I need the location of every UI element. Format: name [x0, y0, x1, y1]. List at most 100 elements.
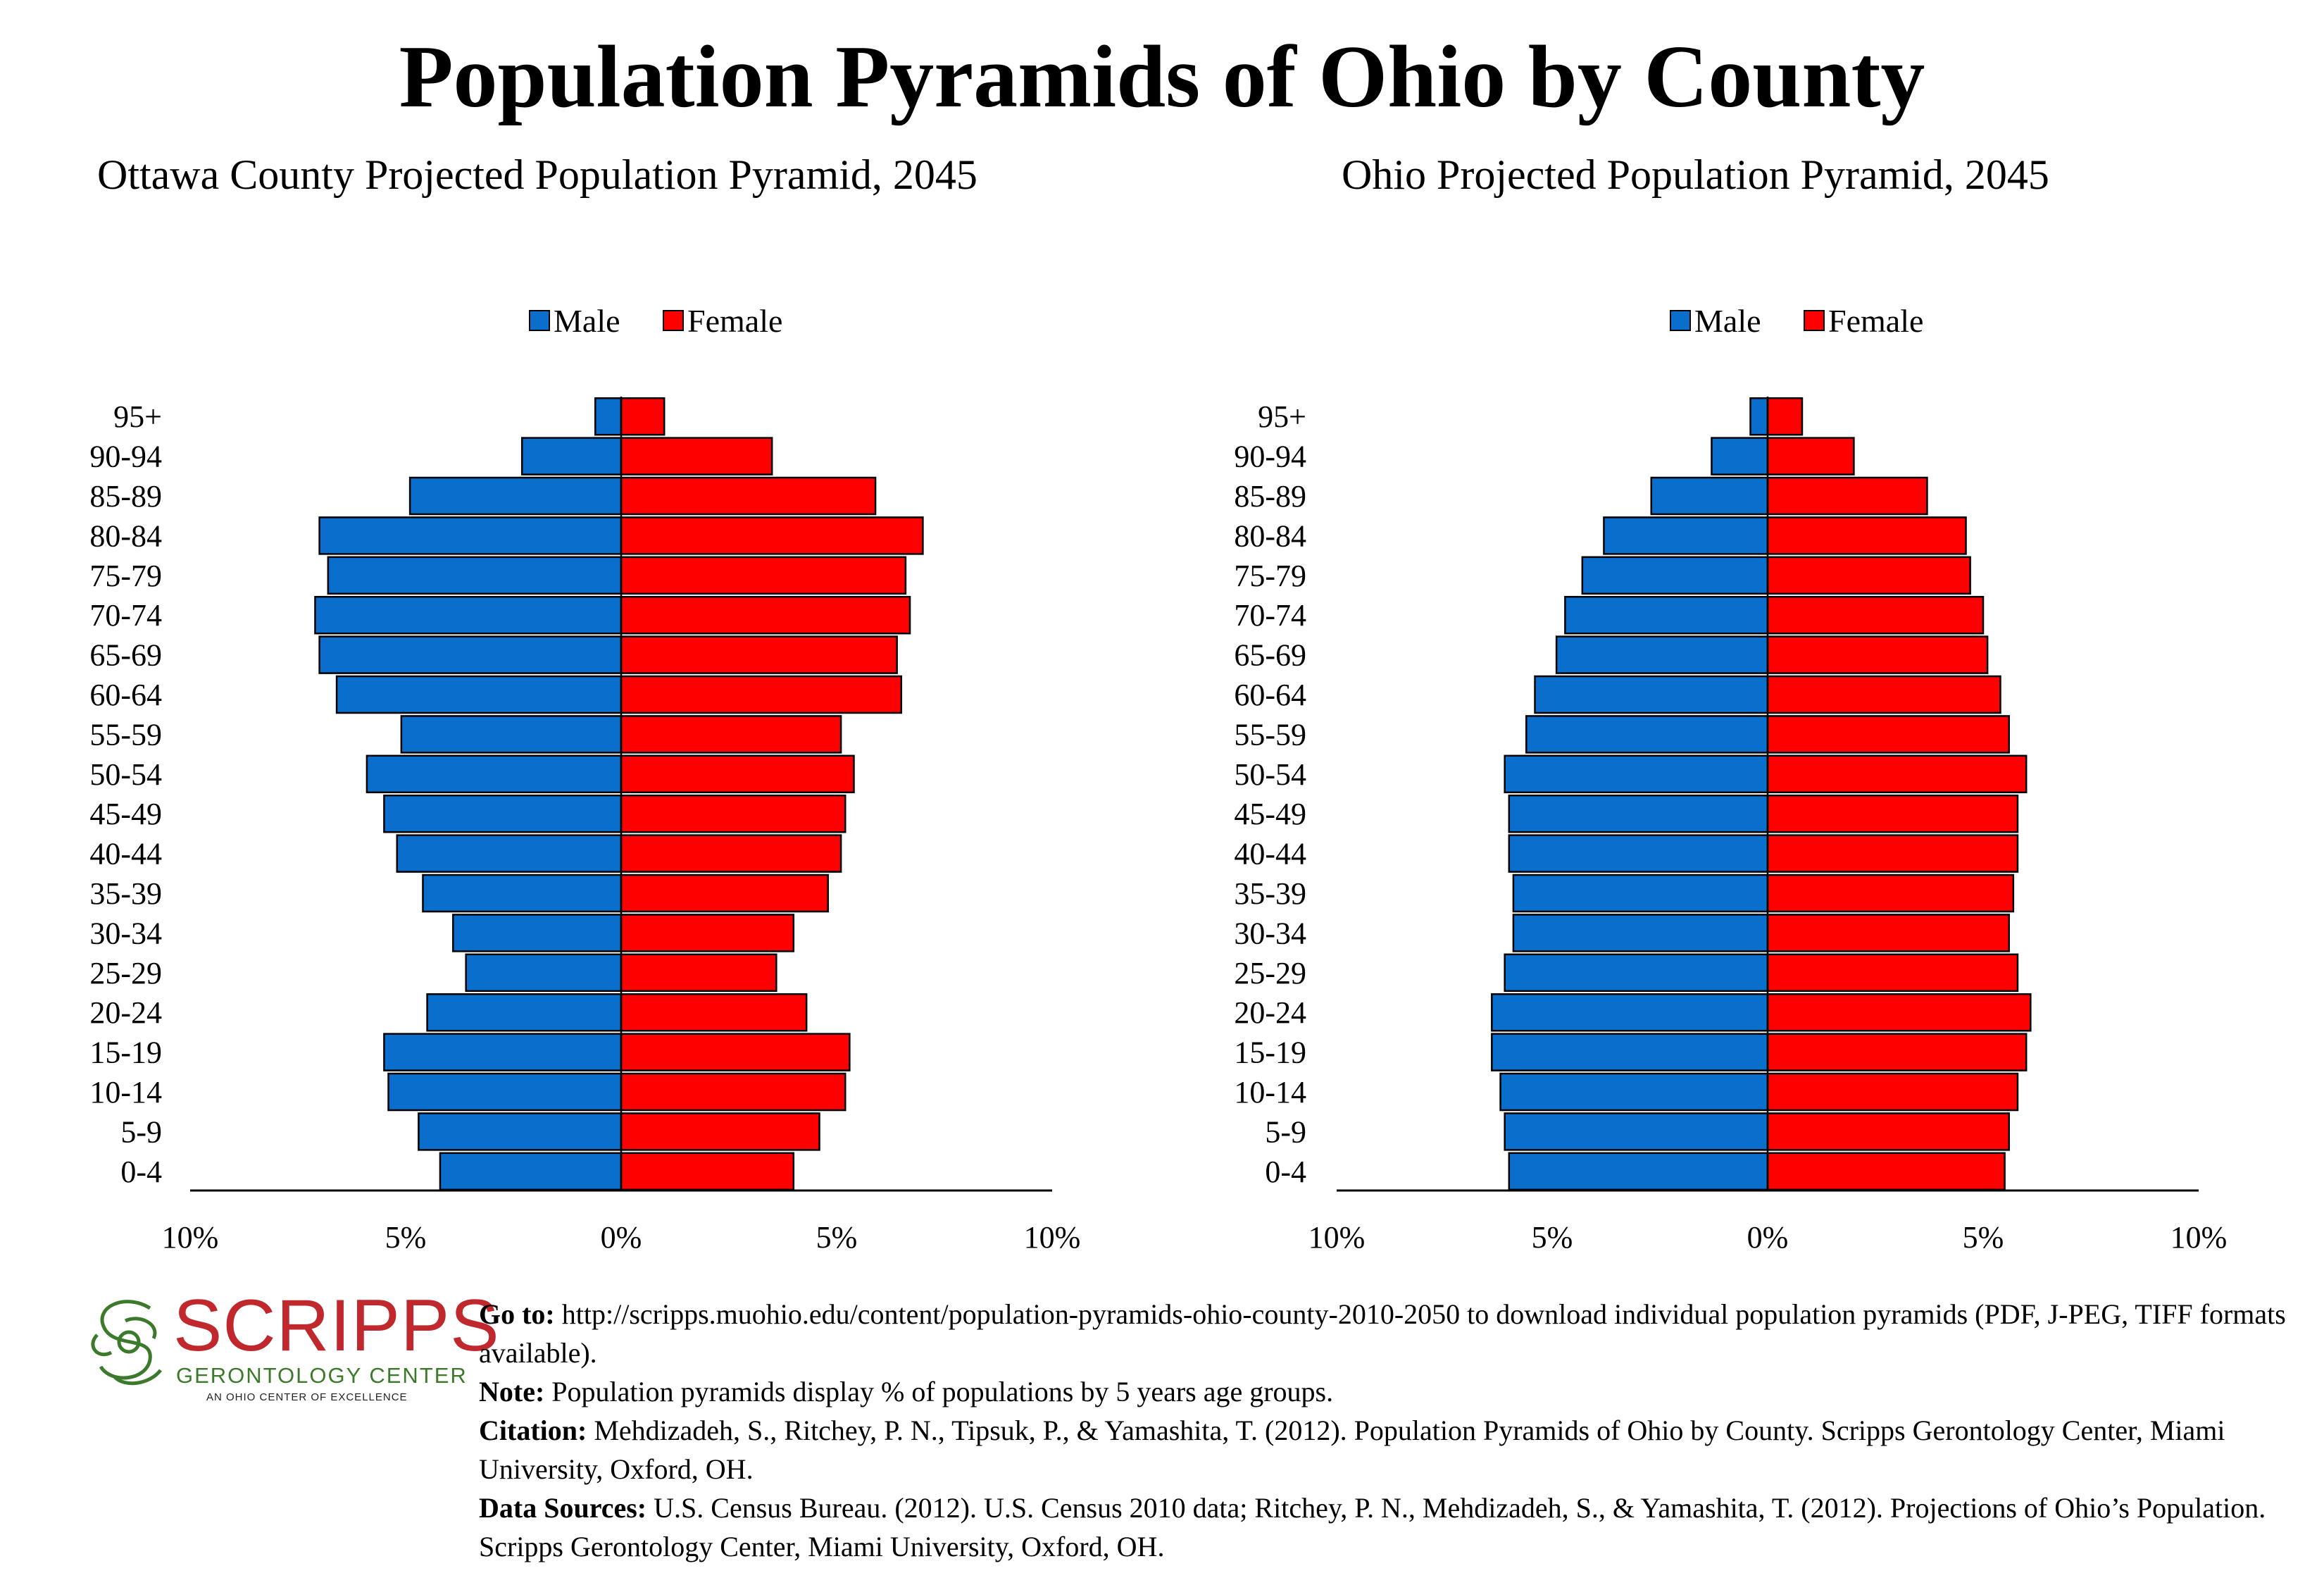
category-label-0-4: 0-4: [120, 1155, 162, 1189]
footer-goto: Go to: http://scripps.muohio.edu/content…: [479, 1298, 2286, 1369]
category-label-25-29: 25-29: [89, 956, 162, 990]
bar-female-5-9: [1766, 1112, 2010, 1151]
footer-note: Note: Population pyramids display % of p…: [479, 1376, 1334, 1407]
bar-male-5-9: [1504, 1112, 1769, 1151]
bar-female-35-39: [1766, 874, 2015, 913]
category-label-60-64: 60-64: [89, 678, 162, 712]
category-label-90-94: 90-94: [1234, 440, 1306, 474]
bar-male-10-14: [1499, 1072, 1769, 1112]
bar-male-35-39: [1512, 874, 1769, 913]
bar-male-70-74: [1564, 595, 1769, 635]
category-label-5-9: 5-9: [120, 1114, 162, 1149]
bar-female-25-29: [620, 953, 777, 993]
bar-female-60-64: [1766, 675, 2001, 714]
category-label-35-39: 35-39: [89, 876, 162, 911]
bar-male-20-24: [1491, 993, 1769, 1032]
bar-female-55-59: [1766, 715, 2010, 754]
logo-tagline: AN OHIO CENTER OF EXCELLENCE: [206, 1391, 408, 1403]
x-tick-label: 5%: [1963, 1220, 2004, 1255]
category-label-10-14: 10-14: [1234, 1075, 1306, 1110]
bar-male-45-49: [383, 794, 623, 833]
category-label-30-34: 30-34: [1234, 916, 1306, 950]
bar-female-10-14: [620, 1072, 846, 1112]
bar-male-0-4: [439, 1152, 623, 1191]
category-label-30-34: 30-34: [89, 916, 162, 950]
legend-male-label: Male: [554, 303, 620, 339]
bar-male-25-29: [465, 953, 623, 993]
bar-female-90-94: [1766, 437, 1855, 476]
chart-title-1: Ottawa County Projected Population Pyram…: [97, 151, 977, 198]
bar-female-45-49: [620, 794, 846, 833]
bar-male-15-19: [1491, 1033, 1769, 1071]
bar-male-55-59: [1525, 715, 1769, 754]
bar-male-55-59: [400, 715, 623, 754]
logo-subtitle: GERONTOLOGY CENTER: [176, 1363, 468, 1388]
bar-male-75-79: [1581, 556, 1769, 595]
category-label-60-64: 60-64: [1234, 678, 1306, 712]
bar-male-40-44: [396, 834, 623, 873]
bar-female-65-69: [620, 635, 898, 674]
category-label-40-44: 40-44: [1234, 837, 1306, 871]
bar-male-20-24: [426, 993, 623, 1032]
bar-female-0-4: [1766, 1152, 2006, 1191]
category-label-15-19: 15-19: [1234, 1036, 1306, 1070]
x-tick-label: 5%: [385, 1220, 427, 1255]
bar-female-85-89: [620, 476, 877, 516]
bar-male-80-84: [1603, 516, 1769, 555]
bar-male-60-64: [1534, 675, 1769, 714]
bar-female-15-19: [620, 1033, 851, 1071]
bar-female-45-49: [1766, 794, 2019, 833]
legend-male-label: Male: [1694, 303, 1761, 339]
scripps-swirl-icon: [91, 1300, 162, 1386]
x-tick-label: 0%: [1747, 1220, 1789, 1255]
x-tick-label: 10%: [1308, 1220, 1366, 1255]
category-label-80-84: 80-84: [1234, 518, 1306, 553]
category-label-95+: 95+: [1258, 399, 1306, 434]
bar-male-30-34: [1512, 914, 1769, 952]
bar-male-50-54: [1504, 754, 1769, 794]
x-tick-label: 10%: [2170, 1220, 2228, 1255]
bar-male-25-29: [1504, 953, 1769, 993]
x-tick-label: 10%: [1024, 1220, 1081, 1255]
legend-female-label: Female: [687, 303, 782, 339]
bar-female-95+: [1766, 397, 1804, 436]
category-label-65-69: 65-69: [1234, 638, 1306, 673]
bar-male-90-94: [520, 437, 623, 476]
bar-female-20-24: [620, 993, 808, 1032]
bar-male-35-39: [422, 874, 623, 913]
bar-female-0-4: [620, 1152, 795, 1191]
bar-male-75-79: [327, 556, 623, 595]
category-label-95+: 95+: [113, 399, 162, 434]
bar-female-15-19: [1766, 1033, 2028, 1071]
footer-notes: Go to: http://scripps.muohio.edu/content…: [479, 1295, 2310, 1566]
bar-male-0-4: [1508, 1152, 1769, 1191]
category-label-50-54: 50-54: [89, 757, 162, 792]
bar-male-85-89: [408, 476, 623, 516]
x-tick-label: 10%: [162, 1220, 219, 1255]
bar-male-70-74: [314, 595, 623, 635]
category-label-20-24: 20-24: [1234, 995, 1306, 1030]
category-label-55-59: 55-59: [1234, 717, 1306, 752]
bar-female-75-79: [620, 556, 907, 595]
bar-female-85-89: [1766, 476, 1928, 516]
bar-female-10-14: [1766, 1072, 2019, 1112]
bar-male-15-19: [383, 1033, 623, 1071]
bar-female-70-74: [620, 595, 911, 635]
chart-title-2: Ohio Projected Population Pyramid, 2045: [1342, 151, 2049, 198]
category-label-70-74: 70-74: [1234, 598, 1306, 633]
bar-female-95+: [620, 397, 666, 436]
bar-male-95+: [1749, 397, 1769, 436]
bar-male-45-49: [1508, 794, 1769, 833]
category-label-20-24: 20-24: [89, 995, 162, 1030]
legend-male-swatch: [1670, 310, 1691, 331]
bar-male-65-69: [318, 635, 623, 674]
legend-female-swatch: [1804, 310, 1825, 331]
category-label-10-14: 10-14: [89, 1075, 162, 1110]
x-tick-label: 5%: [1532, 1220, 1573, 1255]
main-title: Population Pyramids of Ohio by County: [399, 28, 1925, 126]
category-label-80-84: 80-84: [89, 518, 162, 553]
category-label-85-89: 85-89: [89, 479, 162, 514]
category-label-35-39: 35-39: [1234, 876, 1306, 911]
bar-male-30-34: [452, 914, 623, 952]
x-tick-label: 5%: [816, 1220, 858, 1255]
